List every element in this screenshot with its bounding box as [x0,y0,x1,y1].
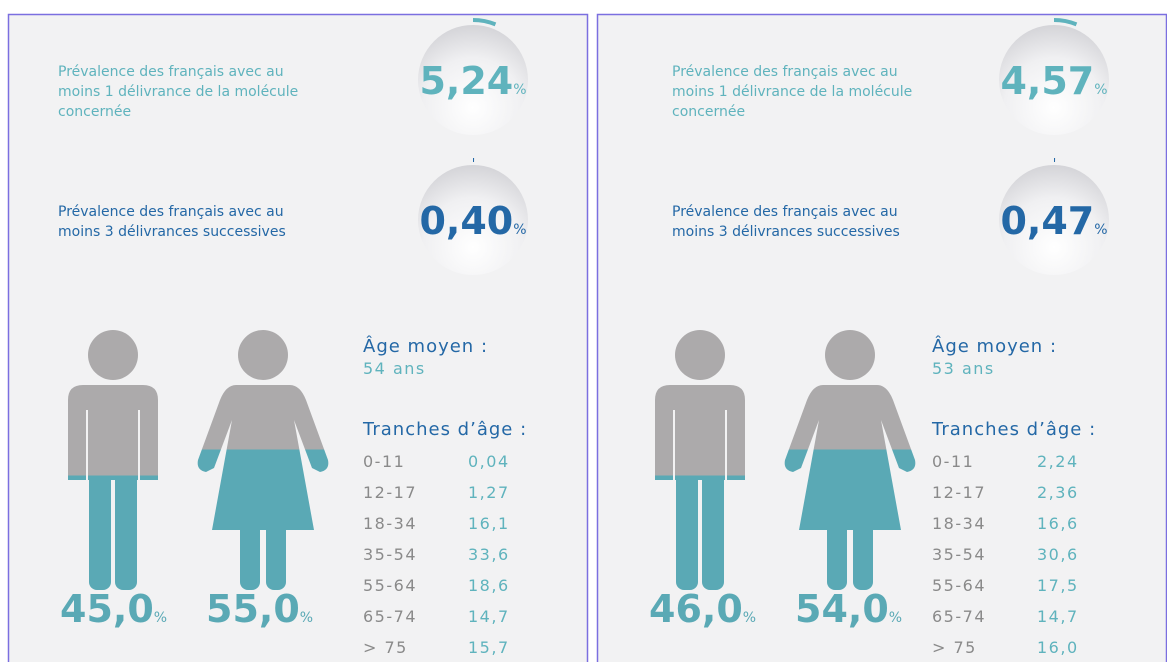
woman-dress [197,385,329,530]
age-bracket: 12-17 [363,483,417,502]
metric-number: 4,57 [1000,59,1094,103]
metric-number: 0,40 [419,199,513,243]
age-bracket: 35-54 [932,545,986,564]
panel: Prévalence des français avec au moins 1 d… [596,13,1167,662]
age-share: 2,36 [1037,483,1079,502]
metric-label: Prévalence des français avec au [58,64,284,80]
gender-share: 45,0% [60,587,167,631]
gender-unit: % [300,610,313,626]
metric-unit: % [1094,82,1107,98]
age-bracket: 0-11 [363,452,405,471]
age-share: 17,5 [1037,576,1079,595]
gender-share: 54,0% [795,587,902,631]
metric-value: 4,57% [1000,59,1107,103]
metric-value: 5,24% [419,59,526,103]
gender-unit: % [743,610,756,626]
gender-share: 46,0% [649,587,756,631]
metric-circle [999,25,1109,135]
woman-figure [784,330,916,590]
metric-number: 0,47 [1000,199,1094,243]
age-bracket: > 75 [932,638,977,657]
gender-share: 55,0% [206,587,313,631]
man-figure [655,330,745,590]
woman-leg [266,520,286,590]
metric-circle [418,165,528,275]
age-bracket: 55-64 [363,576,417,595]
woman-leg [827,520,847,590]
gender-unit: % [154,610,167,626]
woman-leg [853,520,873,590]
woman-leg [240,520,260,590]
age-brackets-label: Tranches d’âge : [931,419,1096,440]
metric-unit: % [1094,222,1107,238]
metric-label: Prévalence des français avec au [672,64,898,80]
age-bracket: 65-74 [932,607,986,626]
metric-label: moins 3 délivrances successives [58,224,286,240]
metric-label: moins 3 délivrances successives [672,224,900,240]
age-share: 16,1 [468,514,510,533]
age-mean-value: 53 ans [932,359,995,378]
age-share: 16,0 [1037,638,1079,657]
age-share: 33,6 [468,545,510,564]
age-bracket: 18-34 [932,514,986,533]
age-share: 15,7 [468,638,510,657]
metric-unit: % [513,82,526,98]
metric-label: concernée [672,104,745,120]
age-bracket: 65-74 [363,607,417,626]
age-share: 14,7 [1037,607,1079,626]
age-share: 30,6 [1037,545,1079,564]
metric-label: moins 1 délivrance de la molécule [58,84,298,100]
man-torso [68,385,158,480]
man-leg [115,470,137,590]
age-bracket: 35-54 [363,545,417,564]
man-leg [89,470,111,590]
metric-label: moins 1 délivrance de la molécule [672,84,912,100]
age-bracket: 55-64 [932,576,986,595]
age-bracket: 12-17 [932,483,986,502]
gender-unit: % [889,610,902,626]
age-bracket: > 75 [363,638,408,657]
age-mean-label: Âge moyen : [363,335,488,357]
gender-number: 55,0 [206,587,300,631]
woman-figure [197,330,329,590]
man-leg [702,470,724,590]
metric-value: 0,47% [1000,199,1107,243]
age-brackets-label: Tranches d’âge : [362,419,527,440]
age-mean-label: Âge moyen : [932,335,1057,357]
man-torso [655,385,745,480]
man-head [88,330,138,380]
age-share: 18,6 [468,576,510,595]
woman-dress [784,385,916,530]
age-share: 0,04 [468,452,510,471]
metric-circle [999,165,1109,275]
woman-head [238,330,288,380]
metric-label: concernée [58,104,131,120]
metric-circle [418,25,528,135]
metric-label: Prévalence des français avec au [672,204,898,220]
age-bracket: 18-34 [363,514,417,533]
gender-number: 46,0 [649,587,743,631]
man-head [675,330,725,380]
man-figure [68,330,158,590]
gender-number: 54,0 [795,587,889,631]
age-bracket: 0-11 [932,452,974,471]
gender-number: 45,0 [60,587,154,631]
metric-arc [472,18,497,27]
metric-number: 5,24 [419,59,513,103]
age-share: 14,7 [468,607,510,626]
age-share: 1,27 [468,483,510,502]
panel: Prévalence des français avec au moins 1 d… [7,13,589,662]
age-mean-value: 54 ans [363,359,426,378]
metric-arc [1053,18,1078,27]
age-share: 16,6 [1037,514,1079,533]
metric-unit: % [513,222,526,238]
metric-label: Prévalence des français avec au [58,204,284,220]
metric-value: 0,40% [419,199,526,243]
man-leg [676,470,698,590]
age-share: 2,24 [1037,452,1079,471]
woman-head [825,330,875,380]
